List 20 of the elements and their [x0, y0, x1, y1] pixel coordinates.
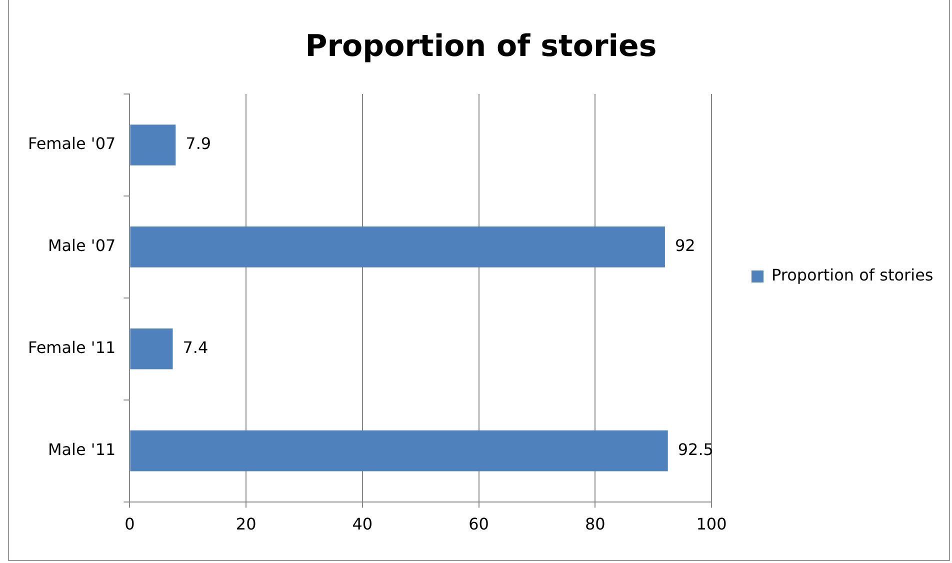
y-tick-label: Female '11 — [28, 338, 116, 358]
legend-label: Proportion of stories — [772, 266, 934, 285]
bar — [130, 430, 668, 472]
data-label: 92 — [674, 236, 696, 256]
data-label: 7.4 — [182, 338, 208, 358]
y-tick-label: Female '07 — [28, 134, 116, 154]
y-tick-label: Male '07 — [48, 236, 116, 256]
x-tick-label: 40 — [352, 514, 373, 534]
x-tick-label: 60 — [468, 514, 489, 534]
x-tick-label: 0 — [124, 514, 135, 534]
x-tick-label: 20 — [236, 514, 256, 534]
x-tick-label: 100 — [696, 514, 727, 534]
bar — [130, 226, 665, 268]
bar — [130, 124, 176, 166]
bar — [130, 328, 173, 370]
chart-title: Proportion of stories — [305, 28, 657, 64]
x-tick-label: 80 — [584, 514, 606, 534]
y-tick-label: Male '11 — [48, 440, 116, 459]
data-label: 7.9 — [186, 134, 212, 154]
data-label: 92.5 — [678, 440, 714, 459]
